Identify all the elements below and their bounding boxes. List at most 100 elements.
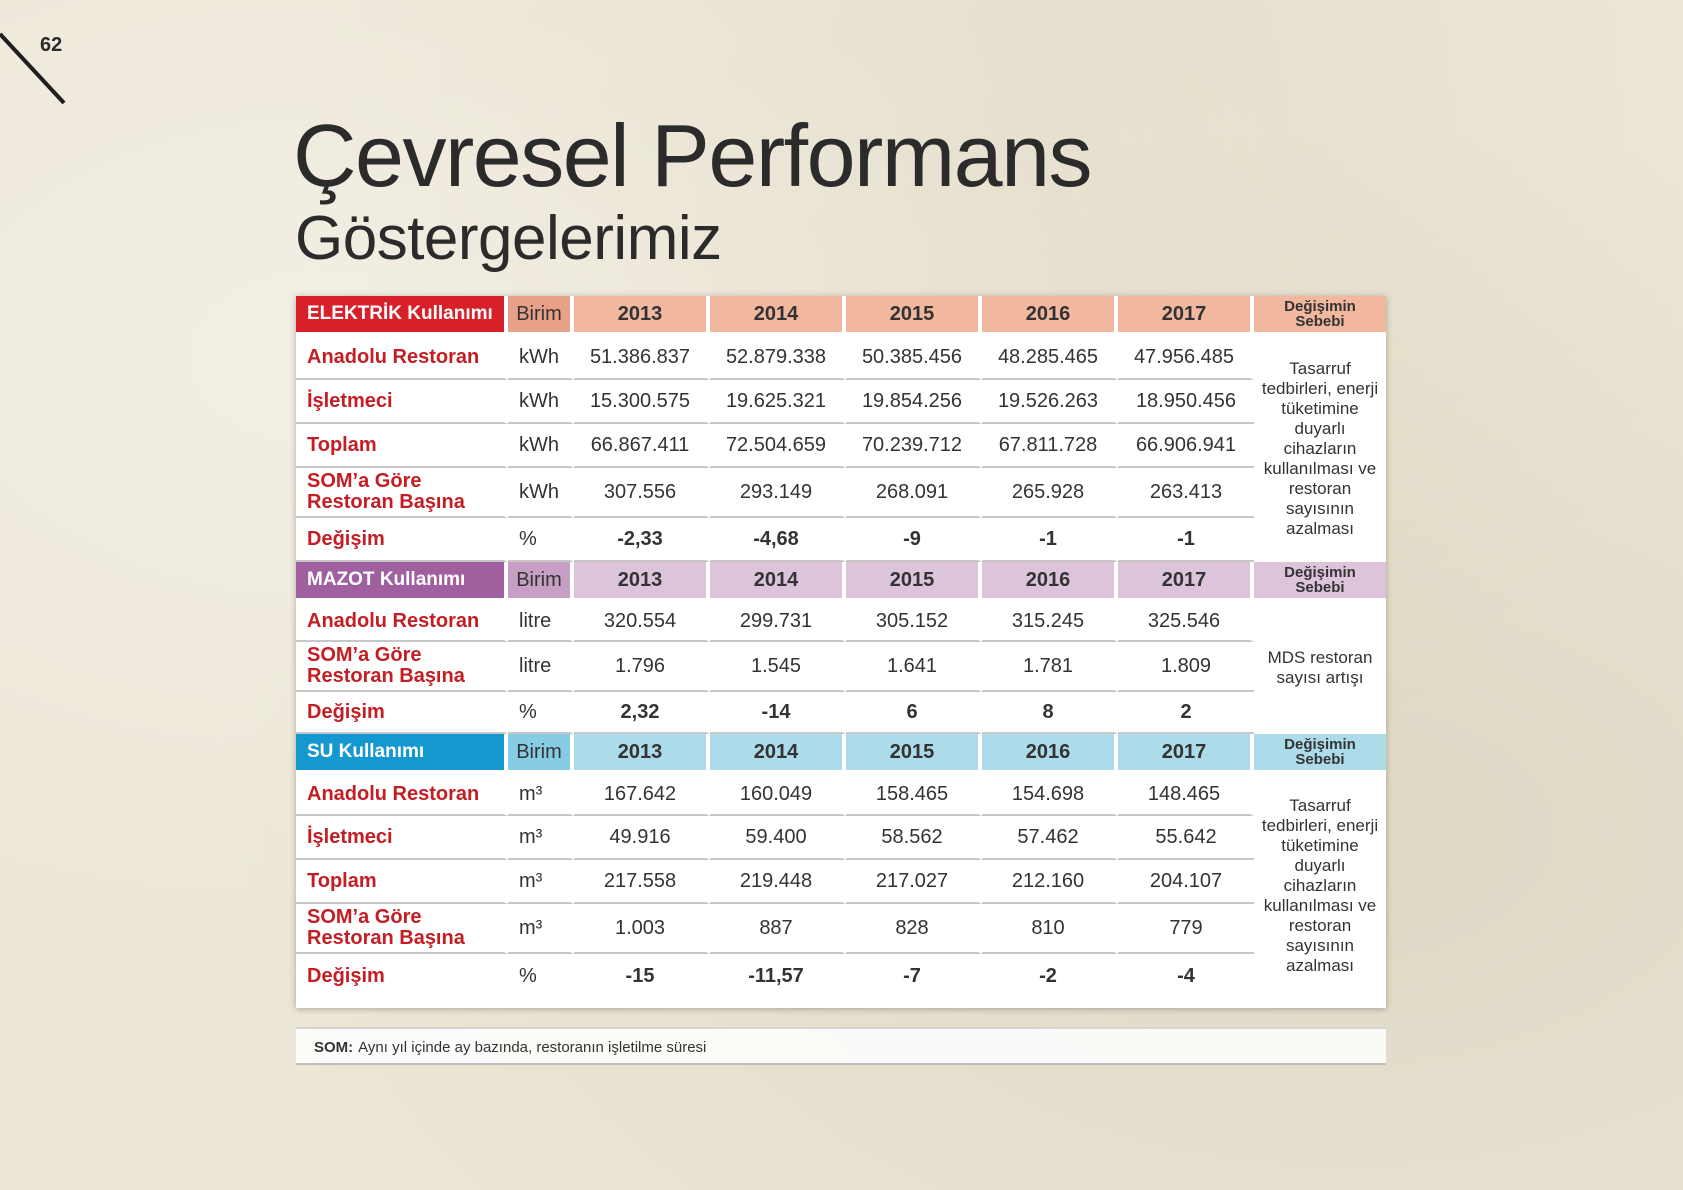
table-cell: 810 [982, 904, 1118, 954]
table-cell: 49.916 [574, 816, 710, 860]
table-cell: 315.245 [982, 602, 1118, 642]
table-cell: -14 [710, 692, 846, 734]
table-cell: 66.906.941 [1118, 424, 1254, 468]
year-header: 2017 [1118, 296, 1254, 336]
table-row: Anadolu Restoran m³ 167.642 160.049 158.… [296, 774, 1386, 998]
table-row: SOM’a Göre Restoran Başına litre 1.796 1… [296, 642, 1386, 692]
table-cell: 1.796 [574, 642, 710, 692]
table-row: Anadolu Restoran litre 320.554 299.731 3… [296, 602, 1386, 734]
reason-header-text: Değişimin Sebebi [1284, 298, 1356, 330]
table-cell: 1.641 [846, 642, 982, 692]
row-label: İşletmeci [296, 380, 508, 424]
footnote-text: Aynı yıl içinde ay bazında, restoranın i… [358, 1039, 707, 1056]
table-cell: 887 [710, 904, 846, 954]
mazot-section-title: MAZOT Kullanımı [296, 562, 508, 602]
row-label: Toplam [296, 860, 508, 904]
page-number: 62 [40, 34, 63, 56]
table-cell: 828 [846, 904, 982, 954]
table-row: SOM’a Göre Restoran Başına kWh 307.556 2… [296, 468, 1386, 518]
row-label: Toplam [296, 424, 508, 468]
table-cell: 217.558 [574, 860, 710, 904]
row-unit: litre [508, 602, 574, 642]
table-cell: 59.400 [710, 816, 846, 860]
row-label: İşletmeci [296, 816, 508, 860]
reason-header: Değişimin Sebebi [1254, 734, 1386, 774]
year-header: 2015 [846, 562, 982, 602]
table-cell: 320.554 [574, 602, 710, 642]
electric-header-row: ELEKTRİK Kullanımı Birim 2013 2014 2015 … [296, 296, 1386, 336]
table-cell: 307.556 [574, 468, 710, 518]
table-cell: -4,68 [710, 518, 846, 562]
year-header: 2013 [574, 734, 710, 774]
table-cell: 299.731 [710, 602, 846, 642]
table-cell: 325.546 [1118, 602, 1254, 642]
table-cell: -1 [982, 518, 1118, 562]
table-cell: 158.465 [846, 774, 982, 816]
table-cell: 2 [1118, 692, 1254, 734]
table-cell: 1.809 [1118, 642, 1254, 692]
year-header: 2016 [982, 562, 1118, 602]
electric-reason: Tasarruf tedbirleri, enerji tüketimine d… [1254, 336, 1386, 562]
row-unit: % [508, 692, 574, 734]
table-row: SOM’a Göre Restoran Başına m³ 1.003 887 … [296, 904, 1386, 954]
year-header: 2014 [710, 562, 846, 602]
table-row: Toplam kWh 66.867.411 72.504.659 70.239.… [296, 424, 1386, 468]
table-row: Değişim % 2,32 -14 6 8 2 [296, 692, 1386, 734]
table-cell: 55.642 [1118, 816, 1254, 860]
table-cell: 1.545 [710, 642, 846, 692]
table-cell: -1 [1118, 518, 1254, 562]
mazot-header-row: MAZOT Kullanımı Birim 2013 2014 2015 201… [296, 562, 1386, 602]
table-cell: 66.867.411 [574, 424, 710, 468]
footnote: SOM: Aynı yıl içinde ay bazında, restoran… [296, 1027, 1386, 1065]
table-cell: 305.152 [846, 602, 982, 642]
table-cell: -2 [982, 954, 1118, 998]
table-cell: 167.642 [574, 774, 710, 816]
page-title: Çevresel Performans [293, 106, 1093, 205]
table-cell: 58.562 [846, 816, 982, 860]
table-cell: 52.879.338 [710, 336, 846, 380]
table-cell: -9 [846, 518, 982, 562]
row-unit: kWh [508, 336, 574, 380]
year-header: 2016 [982, 734, 1118, 774]
table-cell: 6 [846, 692, 982, 734]
row-unit: m³ [508, 816, 574, 860]
table-cell: 293.149 [710, 468, 846, 518]
row-unit: kWh [508, 468, 574, 518]
table-row: İşletmeci kWh 15.300.575 19.625.321 19.8… [296, 380, 1386, 424]
table-cell: 265.928 [982, 468, 1118, 518]
table-cell: 70.239.712 [846, 424, 982, 468]
table-cell: 18.950.456 [1118, 380, 1254, 424]
row-unit: m³ [508, 904, 574, 954]
su-section-title: SU Kullanımı [296, 734, 508, 774]
table-row: Anadolu Restoran kWh 51.386.837 52.879.3… [296, 336, 1386, 562]
reason-header-text: Değişimin Sebebi [1284, 564, 1356, 596]
row-label: Anadolu Restoran [296, 774, 508, 816]
table-cell: 57.462 [982, 816, 1118, 860]
table-cell: 154.698 [982, 774, 1118, 816]
row-unit: litre [508, 642, 574, 692]
unit-header: Birim [508, 734, 574, 774]
row-unit: kWh [508, 424, 574, 468]
table-cell: 160.049 [710, 774, 846, 816]
table-cell: -11,57 [710, 954, 846, 998]
table-cell: 212.160 [982, 860, 1118, 904]
footnote-term: SOM: [314, 1039, 354, 1056]
table-cell: 19.526.263 [982, 380, 1118, 424]
row-label: Anadolu Restoran [296, 602, 508, 642]
table-cell: 47.956.485 [1118, 336, 1254, 380]
table-cell: 67.811.728 [982, 424, 1118, 468]
year-header: 2017 [1118, 734, 1254, 774]
year-header: 2015 [846, 734, 982, 774]
year-header: 2013 [574, 562, 710, 602]
unit-header: Birim [508, 296, 574, 336]
year-header: 2014 [710, 734, 846, 774]
row-unit: m³ [508, 860, 574, 904]
table-cell: 204.107 [1118, 860, 1254, 904]
reason-header: Değişimin Sebebi [1254, 562, 1386, 602]
row-unit: m³ [508, 774, 574, 816]
year-header: 2015 [846, 296, 982, 336]
table-cell: 217.027 [846, 860, 982, 904]
year-header: 2017 [1118, 562, 1254, 602]
table-cell: 268.091 [846, 468, 982, 518]
year-header: 2016 [982, 296, 1118, 336]
